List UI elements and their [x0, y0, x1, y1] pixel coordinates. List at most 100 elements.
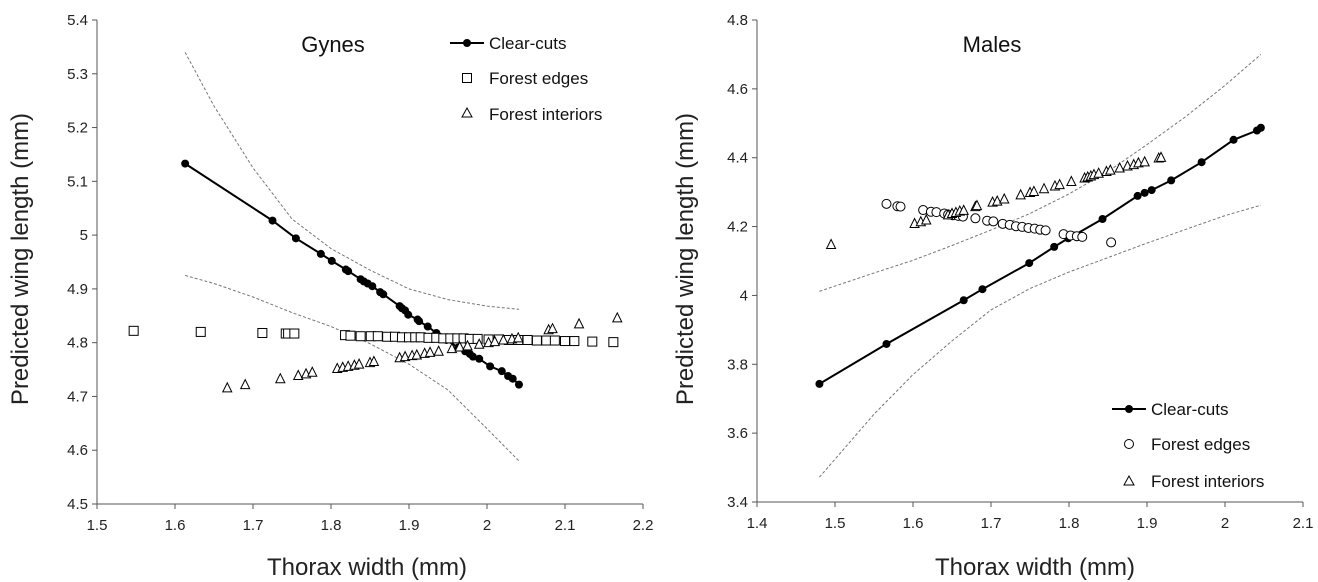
chart-gynes: Gynes Thorax width (mm) Predicted wing l… [7, 12, 653, 581]
legend-item-clear-cuts: Clear-cuts [450, 34, 566, 53]
data-point [549, 335, 560, 346]
x-tick-label: 2.1 [555, 517, 576, 534]
data-point [475, 354, 484, 363]
chart-males: Males Thorax width (mm) Predicted wing l… [672, 12, 1313, 581]
x-tick-label: 1.5 [87, 517, 108, 534]
confidence-band-upper [184, 52, 520, 310]
legend-marker-filled-circle [1125, 405, 1133, 413]
y-tick-label: 4.9 [67, 281, 88, 298]
data-point [1139, 155, 1150, 167]
data-point [379, 290, 388, 299]
data-point [433, 345, 444, 356]
data-point [512, 331, 524, 343]
series-forest-interiors [221, 311, 623, 393]
plot-area: 1.4 1.5 1.6 1.7 1.8 1.9 2 2.1 3.4 3.6 3.8 4 4.2 4.4 4.… [727, 12, 1313, 532]
series-clear-cuts [815, 123, 1265, 388]
legend-label: Forest interiors [489, 105, 602, 124]
plot-area: 1.5 1.6 1.7 1.8 1.9 2 2.1 2.2 4.5 4.6 4.7 4.8 4.9 5 5.… [67, 12, 653, 534]
data-point [1066, 175, 1077, 186]
data-point [514, 380, 523, 389]
data-point [1050, 242, 1059, 251]
data-point [446, 342, 458, 354]
chart-title: Males [963, 32, 1022, 57]
data-point [825, 238, 837, 249]
legend-marker-square [462, 73, 472, 83]
x-tick-label: 1.6 [165, 517, 186, 534]
data-point [1098, 214, 1107, 223]
data-point [291, 234, 300, 243]
data-point [355, 331, 366, 342]
data-point [573, 317, 585, 329]
data-point [560, 336, 570, 347]
y-tick-label: 4.8 [67, 335, 88, 352]
y-tick-label: 5 [80, 227, 88, 244]
data-point [1054, 178, 1065, 190]
data-point [239, 378, 251, 390]
data-point [221, 381, 233, 393]
data-point [1105, 163, 1116, 175]
data-point [411, 348, 423, 360]
legend-item-clear-cuts: Clear-cuts [1112, 400, 1228, 419]
legend-marker-filled-circle [463, 39, 471, 47]
y-tick-label: 4.5 [67, 496, 88, 513]
legend-item-forest-edges: Forest edges [462, 69, 588, 88]
data-point [815, 379, 824, 388]
data-point [531, 335, 542, 346]
y-tick-label: 4.6 [727, 81, 748, 98]
data-point [1197, 158, 1206, 167]
x-tick-label: 2.2 [633, 517, 654, 534]
data-point [415, 317, 424, 326]
legend-label: Clear-cuts [489, 34, 566, 53]
series-forest-edges [128, 325, 619, 348]
data-point [306, 366, 318, 377]
y-axis-label: Predicted wing length (mm) [672, 113, 699, 405]
data-point [522, 334, 533, 345]
series-clear-cuts [181, 159, 523, 389]
data-point [1077, 231, 1088, 242]
data-point [541, 335, 552, 346]
x-tick-label: 1.7 [243, 517, 264, 534]
x-tick-label: 1.5 [825, 515, 846, 532]
data-point [611, 311, 623, 323]
data-point [404, 310, 413, 319]
data-point [1167, 176, 1176, 185]
x-tick-label: 2 [1221, 515, 1229, 532]
data-point [462, 339, 473, 351]
data-point [498, 333, 509, 345]
legend-label: Forest edges [489, 69, 588, 88]
data-point [468, 352, 477, 361]
legend-label: Clear-cuts [1151, 400, 1228, 419]
data-point [368, 355, 380, 366]
data-point [289, 328, 300, 339]
data-point [368, 282, 377, 291]
data-point [181, 159, 190, 168]
data-point [345, 330, 356, 341]
x-tick-label: 1.8 [1059, 515, 1080, 532]
x-axis-label: Thorax width (mm) [267, 554, 467, 581]
data-point [399, 350, 411, 362]
y-tick-label: 4 [740, 287, 748, 304]
x-tick-label: 2 [483, 517, 491, 534]
x-axis-label: Thorax width (mm) [935, 554, 1135, 581]
data-point [292, 369, 304, 380]
legend: Clear-cuts Forest edges Forest interiors [450, 34, 602, 124]
series-forest-interiors [825, 151, 1167, 249]
y-tick-label: 5.3 [67, 66, 88, 83]
data-point [881, 198, 892, 209]
legend-item-forest-edges: Forest edges [1124, 435, 1250, 454]
data-point [1133, 191, 1142, 200]
data-point [486, 362, 495, 371]
data-point [424, 346, 436, 357]
x-tick-label: 1.4 [747, 515, 768, 532]
data-point [353, 358, 365, 369]
data-point [473, 338, 485, 349]
data-point [1040, 225, 1051, 236]
data-point [1015, 188, 1026, 200]
y-tick-label: 4.8 [727, 12, 748, 29]
legend-marker-triangle [1123, 474, 1135, 486]
data-point [372, 331, 383, 342]
y-tick-label: 3.6 [727, 425, 748, 442]
data-point [569, 336, 580, 347]
data-point [920, 213, 932, 225]
data-point [128, 325, 139, 336]
